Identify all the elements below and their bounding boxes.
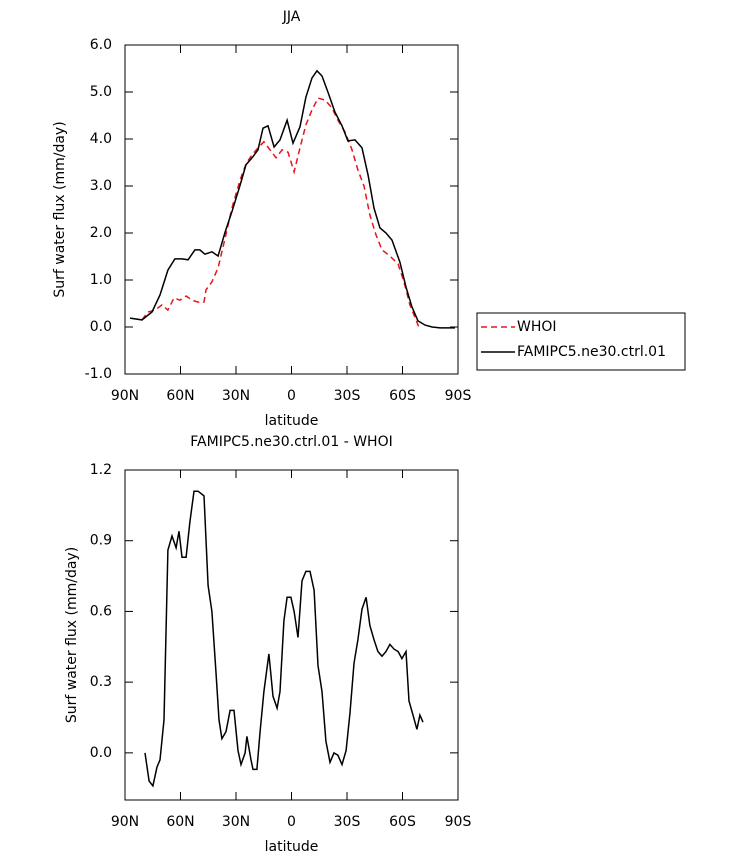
x-tick-label: 60N — [166, 388, 194, 404]
y-tick-label: 2.0 — [90, 225, 112, 241]
plot-frame — [124, 469, 459, 801]
y-tick-label: -1.0 — [85, 366, 112, 382]
data-line — [144, 490, 424, 788]
y-tick-label: 1.2 — [90, 462, 112, 478]
x-tick-label: 30S — [334, 388, 361, 404]
x-tick-label: 0 — [287, 388, 296, 404]
chart-title: JJA — [282, 9, 301, 25]
x-axis-label: latitude — [265, 839, 319, 855]
x-tick-label: 30S — [334, 814, 361, 830]
x-tick-label: 60N — [166, 814, 194, 830]
y-tick-label: 5.0 — [90, 84, 112, 100]
x-tick-label: 60S — [389, 814, 416, 830]
x-tick-label: 30N — [222, 814, 250, 830]
data-line — [141, 97, 421, 331]
legend-box — [476, 312, 686, 371]
x-tick-label: 90N — [111, 814, 139, 830]
y-tick-label: 3.0 — [90, 178, 112, 194]
y-axis-label: Surf water flux (mm/day) — [52, 121, 68, 297]
x-tick-label: 90N — [111, 388, 139, 404]
legend-label: FAMIPC5.ne30.ctrl.01 — [517, 344, 666, 360]
y-tick-label: 4.0 — [90, 131, 112, 147]
y-tick-label: 0.6 — [90, 603, 112, 619]
y-tick-label: 0.3 — [90, 674, 112, 690]
x-tick-label: 0 — [287, 814, 296, 830]
y-tick-label: 6.0 — [90, 37, 112, 53]
x-tick-label: 60S — [389, 388, 416, 404]
data-line — [129, 69, 455, 329]
chart-title: FAMIPC5.ne30.ctrl.01 - WHOI — [190, 434, 392, 450]
x-axis-label: latitude — [265, 413, 319, 429]
legend-label: WHOI — [517, 319, 557, 335]
x-tick-label: 90S — [445, 388, 472, 404]
plot-frame — [124, 44, 459, 375]
y-tick-label: 0.0 — [90, 319, 112, 335]
y-tick-label: 0.9 — [90, 533, 112, 549]
y-tick-label: 1.0 — [90, 272, 112, 288]
x-tick-label: 90S — [445, 814, 472, 830]
y-axis-label: Surf water flux (mm/day) — [64, 547, 80, 723]
y-tick-label: 0.0 — [90, 745, 112, 761]
x-tick-label: 30N — [222, 388, 250, 404]
